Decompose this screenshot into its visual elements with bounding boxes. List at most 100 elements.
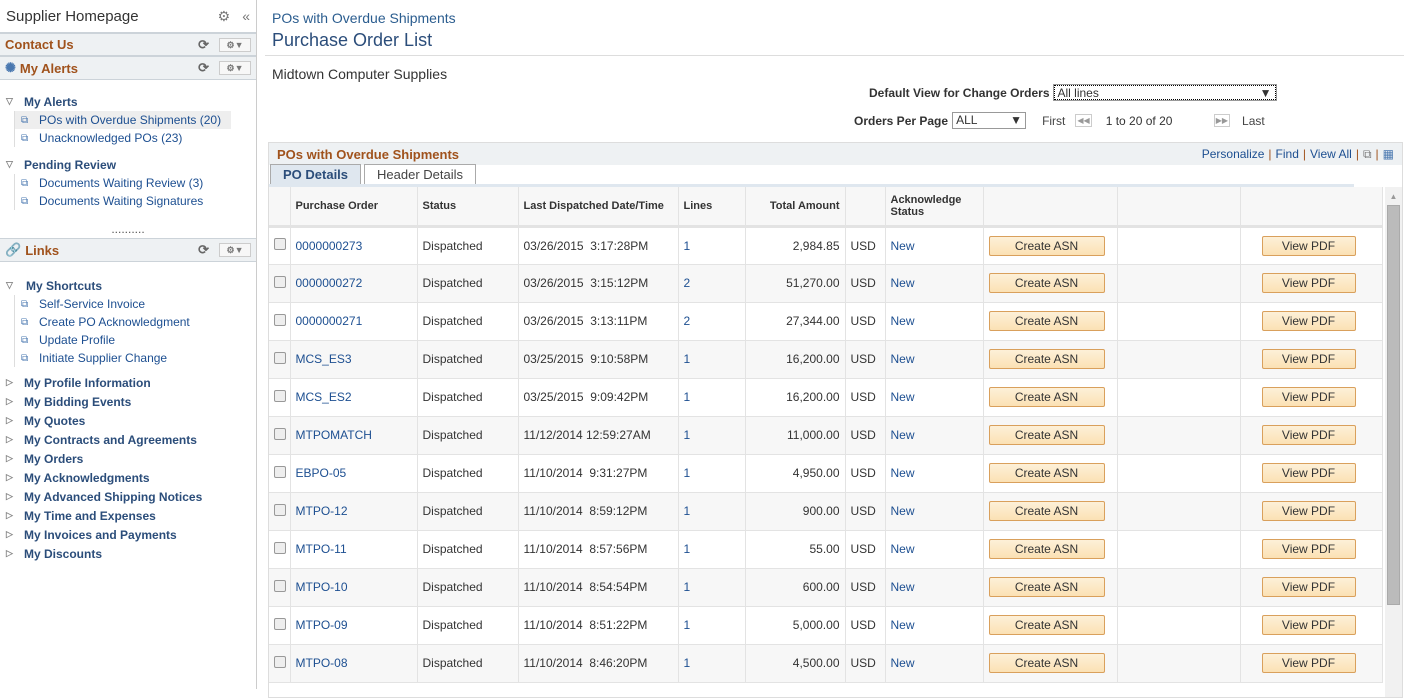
- lines-link[interactable]: 1: [683, 352, 691, 366]
- row-checkbox[interactable]: [274, 617, 286, 630]
- lines-link[interactable]: 1: [683, 390, 691, 404]
- create-asn-button[interactable]: Create ASN: [988, 425, 1105, 445]
- lines-link[interactable]: 1: [683, 504, 691, 518]
- default-view-select[interactable]: All lines ▼: [1052, 84, 1277, 101]
- shortcut-link[interactable]: ⧉ Update Profile: [15, 331, 256, 349]
- last-page-icon[interactable]: ▶▶: [1213, 114, 1231, 127]
- alert-link[interactable]: ⧉ Documents Waiting Signatures: [15, 192, 256, 210]
- refresh-icon[interactable]: ⟳: [198, 36, 209, 52]
- collapsed-triangle-icon[interactable]: ▷: [6, 453, 13, 463]
- row-checkbox[interactable]: [274, 351, 286, 364]
- lines-link[interactable]: 1: [683, 656, 691, 670]
- row-checkbox[interactable]: [274, 503, 286, 516]
- acknowledge-status-link[interactable]: New: [890, 466, 915, 480]
- collapsed-group[interactable]: ▷ My Invoices and Payments: [0, 525, 256, 544]
- first-link[interactable]: First: [1042, 113, 1066, 128]
- lines-link[interactable]: 2: [683, 276, 691, 290]
- shortcut-link[interactable]: ⧉ Initiate Supplier Change: [15, 349, 256, 367]
- view-pdf-button[interactable]: View PDF: [1261, 577, 1356, 597]
- acknowledge-status-link[interactable]: New: [890, 580, 915, 594]
- purchase-order-link[interactable]: MTPO-11: [295, 542, 347, 556]
- tab-po-details[interactable]: PO Details: [270, 164, 362, 184]
- alert-link[interactable]: ⧉ Unacknowledged POs (23): [15, 129, 256, 147]
- expanded-triangle-icon[interactable]: ▽: [6, 280, 13, 290]
- create-asn-button[interactable]: Create ASN: [988, 235, 1105, 256]
- view-pdf-button[interactable]: View PDF: [1261, 501, 1356, 521]
- alert-link[interactable]: ⧉ POs with Overdue Shipments (20): [15, 111, 231, 129]
- row-checkbox[interactable]: [274, 313, 286, 326]
- refresh-icon[interactable]: ⟳: [198, 242, 209, 257]
- lines-link[interactable]: 1: [683, 580, 691, 594]
- row-checkbox[interactable]: [274, 579, 286, 592]
- row-checkbox[interactable]: [274, 275, 286, 288]
- shortcut-link[interactable]: ⧉ Create PO Acknowledgment: [15, 313, 256, 331]
- lines-link[interactable]: 1: [683, 428, 691, 442]
- view-pdf-button[interactable]: View PDF: [1261, 615, 1356, 635]
- refresh-icon[interactable]: ⟳: [198, 60, 209, 75]
- collapsed-triangle-icon[interactable]: ▷: [6, 396, 13, 406]
- collapsed-group[interactable]: ▷ My Time and Expenses: [0, 506, 256, 525]
- create-asn-button[interactable]: Create ASN: [988, 349, 1105, 369]
- purchase-order-link[interactable]: 0000000273: [295, 238, 363, 253]
- collapsed-triangle-icon[interactable]: ▷: [6, 529, 13, 539]
- last-link[interactable]: Last: [1242, 113, 1265, 128]
- personalize-link[interactable]: Personalize: [1201, 146, 1265, 161]
- purchase-order-link[interactable]: EBPO-05: [295, 466, 347, 480]
- expanded-triangle-icon[interactable]: ▽: [6, 159, 13, 169]
- gear-icon[interactable]: ⚙: [217, 7, 231, 24]
- row-checkbox[interactable]: [274, 427, 286, 440]
- view-pdf-button[interactable]: View PDF: [1261, 387, 1356, 407]
- create-asn-button[interactable]: Create ASN: [988, 501, 1105, 521]
- row-checkbox[interactable]: [274, 465, 286, 478]
- collapsed-group[interactable]: ▷ My Acknowledgments: [0, 468, 256, 487]
- acknowledge-status-link[interactable]: New: [890, 428, 915, 442]
- purchase-order-link[interactable]: MTPOMATCH: [295, 428, 372, 442]
- purchase-order-link[interactable]: MTPO-09: [295, 618, 348, 632]
- acknowledge-status-link[interactable]: New: [890, 656, 915, 670]
- collapsed-triangle-icon[interactable]: ▷: [6, 434, 13, 444]
- collapsed-group[interactable]: ▷ My Advanced Shipping Notices: [0, 487, 256, 506]
- scroll-up-icon[interactable]: ▲: [1389, 192, 1398, 201]
- row-checkbox[interactable]: [274, 541, 286, 554]
- group-header[interactable]: ▽ My Alerts: [6, 92, 256, 111]
- options-menu-icon[interactable]: ⚙▼: [219, 243, 251, 257]
- vertical-scrollbar[interactable]: ▲: [1385, 187, 1402, 697]
- collapsed-group[interactable]: ▷ My Contracts and Agreements: [0, 430, 256, 449]
- purchase-order-link[interactable]: MCS_ES2: [295, 390, 352, 404]
- collapsed-triangle-icon[interactable]: ▷: [6, 415, 13, 425]
- group-header[interactable]: ▽ My Shortcuts: [6, 276, 256, 295]
- purchase-order-link[interactable]: MTPO-10: [295, 580, 348, 594]
- purchase-order-link[interactable]: MCS_ES3: [295, 352, 352, 366]
- scrollbar-thumb[interactable]: [1387, 205, 1400, 605]
- collapsed-group[interactable]: ▷ My Bidding Events: [0, 392, 256, 411]
- create-asn-button[interactable]: Create ASN: [988, 387, 1105, 407]
- alert-link[interactable]: ⧉ Documents Waiting Review (3): [15, 174, 256, 192]
- pagelet-title[interactable]: Links: [25, 242, 60, 258]
- view-pdf-button[interactable]: View PDF: [1261, 311, 1356, 331]
- create-asn-button[interactable]: Create ASN: [988, 577, 1105, 597]
- row-checkbox[interactable]: [274, 389, 286, 402]
- lines-link[interactable]: 1: [683, 542, 691, 556]
- resize-handle[interactable]: ..........: [111, 222, 145, 236]
- acknowledge-status-link[interactable]: New: [890, 542, 915, 556]
- view-pdf-button[interactable]: View PDF: [1261, 653, 1356, 673]
- purchase-order-link[interactable]: MTPO-12: [295, 504, 348, 518]
- row-checkbox[interactable]: [274, 238, 286, 250]
- tab-header-details[interactable]: Header Details: [364, 164, 477, 184]
- options-menu-icon[interactable]: ⚙▼: [219, 61, 251, 75]
- find-link[interactable]: Find: [1275, 146, 1299, 161]
- pagelet-title[interactable]: My Alerts: [19, 60, 78, 76]
- collapsed-group[interactable]: ▷ My Orders: [0, 449, 256, 468]
- collapsed-triangle-icon[interactable]: ▷: [6, 377, 13, 387]
- collapsed-group[interactable]: ▷ My Profile Information: [0, 373, 256, 392]
- collapsed-triangle-icon[interactable]: ▷: [6, 472, 13, 482]
- shortcut-link[interactable]: ⧉ Self-Service Invoice: [15, 295, 256, 313]
- view-pdf-button[interactable]: View PDF: [1261, 235, 1356, 256]
- create-asn-button[interactable]: Create ASN: [988, 273, 1105, 293]
- lines-link[interactable]: 1: [683, 618, 691, 632]
- collapse-icon[interactable]: «: [242, 8, 250, 24]
- download-excel-icon[interactable]: ▦: [1382, 146, 1394, 161]
- create-asn-button[interactable]: Create ASN: [988, 615, 1105, 635]
- purchase-order-link[interactable]: 0000000271: [295, 314, 363, 328]
- collapsed-triangle-icon[interactable]: ▷: [6, 548, 13, 558]
